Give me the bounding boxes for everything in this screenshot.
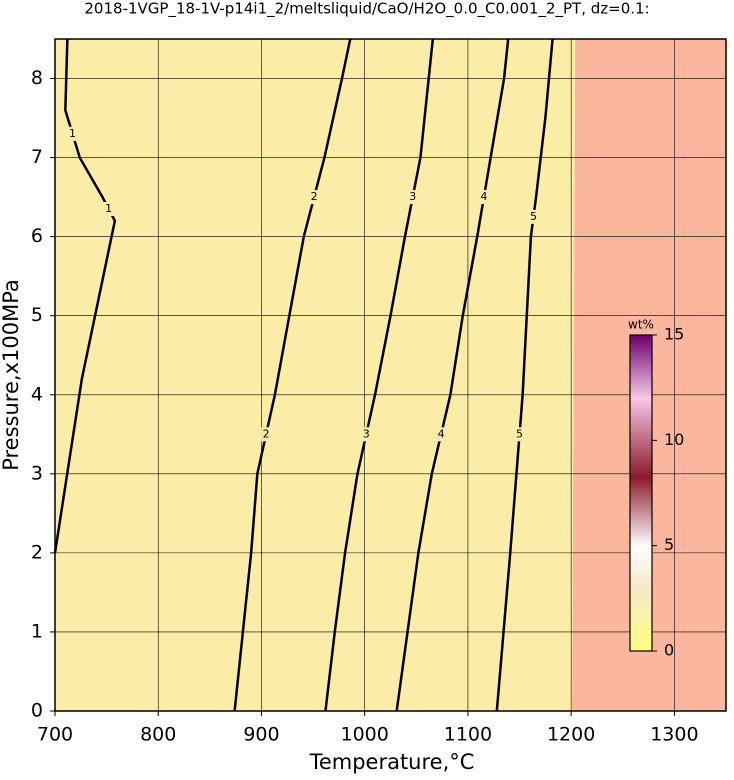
- contour-label: 4: [480, 190, 487, 203]
- contour-label-bg: [103, 201, 114, 216]
- y-tick-label: 6: [31, 225, 43, 247]
- y-tick-label: 8: [31, 67, 43, 89]
- contour-label: 4: [438, 427, 445, 440]
- contour-line: [233, 38, 352, 712]
- contour-label: 2: [311, 190, 318, 203]
- plot-frame: [54, 38, 727, 712]
- contour-line: [324, 38, 435, 712]
- contour-label-bg: [407, 190, 418, 205]
- contour-label-bg: [528, 209, 539, 224]
- x-tick-label: 1100: [444, 724, 492, 746]
- colorbar-tick-label: 15: [664, 325, 684, 344]
- colorbar-tick-label: 5: [664, 535, 674, 554]
- contour-label-bg: [309, 190, 320, 205]
- colorbar: [629, 334, 653, 652]
- contour-label: 3: [363, 427, 370, 440]
- contour-line: [495, 38, 554, 712]
- colorbar-tick-label: 0: [664, 641, 674, 660]
- contour-label: 1: [105, 202, 112, 215]
- colorbar-tick-label: 10: [664, 430, 684, 449]
- contour-line: [53, 38, 117, 554]
- x-tick-label: 700: [37, 724, 73, 746]
- colorbar-label: wt%: [628, 318, 654, 332]
- y-tick-label: 4: [31, 383, 43, 405]
- contour-label: 3: [409, 190, 416, 203]
- contour-label-bg: [478, 190, 489, 205]
- y-tick-label: 1: [31, 620, 43, 642]
- y-tick-label: 0: [31, 700, 43, 722]
- y-tick-label: 3: [31, 462, 43, 484]
- contour-label: 5: [516, 427, 523, 440]
- x-axis-label: Temperature,°C: [309, 750, 475, 774]
- y-axis-label: Pressure,x100MPa: [0, 279, 23, 471]
- x-tick-label: 1200: [547, 724, 595, 746]
- x-tick-label: 900: [243, 724, 279, 746]
- contour-label-bg: [514, 427, 525, 442]
- contour-label: 1: [69, 127, 76, 140]
- x-tick-label: 1000: [341, 724, 389, 746]
- contour-label: 5: [530, 210, 537, 223]
- chart-title: 2018-1VGP_18-1V-p14i1_2/meltsliquid/CaO/…: [84, 0, 649, 19]
- contour-label-bg: [436, 427, 447, 442]
- contour-label-bg: [361, 427, 372, 442]
- y-tick-label: 5: [31, 304, 43, 326]
- contour-line: [395, 38, 510, 712]
- y-tick-label: 7: [31, 146, 43, 168]
- contour-label-bg: [261, 427, 272, 442]
- x-tick-label: 800: [140, 724, 176, 746]
- contour-label: 2: [263, 427, 270, 440]
- contour-label-bg: [67, 126, 78, 141]
- x-tick-label: 1300: [650, 724, 698, 746]
- y-tick-label: 2: [31, 541, 43, 563]
